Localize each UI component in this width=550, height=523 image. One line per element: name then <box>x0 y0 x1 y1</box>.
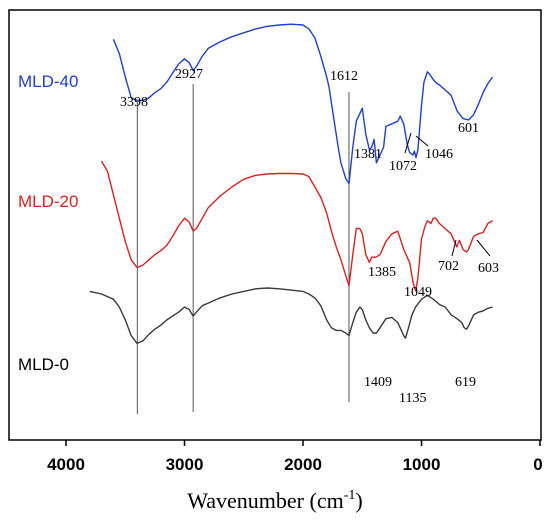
leader-603 <box>476 239 491 257</box>
x-tick-label-1000: 1000 <box>403 455 441 474</box>
x-axis-title-main: Wavenumber (cm <box>187 488 343 513</box>
x-axis-title: Wavenumber (cm-1) <box>187 488 362 513</box>
plot-frame <box>8 9 542 441</box>
peak-label-619: 619 <box>455 375 476 390</box>
reference-lines <box>136 84 350 414</box>
peak-label-1409: 1409 <box>364 375 392 390</box>
leader-702 <box>451 239 457 257</box>
x-axis-title-superscript: -1 <box>344 488 356 503</box>
leader-1046 <box>415 135 429 147</box>
peak-label-1385: 1385 <box>368 265 396 280</box>
x-tick-label-2000: 2000 <box>284 455 322 474</box>
peak-label-3398: 3398 <box>120 95 148 110</box>
peak-label-1135: 1135 <box>399 391 426 406</box>
peak-label-603: 603 <box>478 261 499 276</box>
x-tick-label-4000: 4000 <box>47 455 85 474</box>
peak-label-1046: 1046 <box>425 147 453 162</box>
peak-label-601: 601 <box>458 121 479 136</box>
spectra <box>89 23 494 345</box>
x-axis-ticks: 4000 3000 2000 1000 0 <box>47 440 543 474</box>
x-axis-title-close: ) <box>355 488 362 513</box>
peak-label-1612: 1612 <box>330 69 358 84</box>
peak-label-2927: 2927 <box>175 67 203 82</box>
leader-1072 <box>404 132 412 154</box>
x-tick-label-3000: 3000 <box>166 455 204 474</box>
peak-label-1072: 1072 <box>389 159 417 174</box>
peak-label-1381: 1381 <box>354 147 382 162</box>
series-label-mld-0: MLD-0 <box>18 355 69 374</box>
series-label-mld-40: MLD-40 <box>18 72 78 91</box>
series-line-mld-0 <box>89 287 493 345</box>
x-tick-label-0: 0 <box>533 455 542 474</box>
peak-label-702: 702 <box>438 259 459 274</box>
series-line-mld-40 <box>112 23 494 185</box>
series-label-mld-20: MLD-20 <box>18 192 78 211</box>
peak-label-1049: 1049 <box>404 285 432 300</box>
series-line-mld-20 <box>100 160 493 292</box>
